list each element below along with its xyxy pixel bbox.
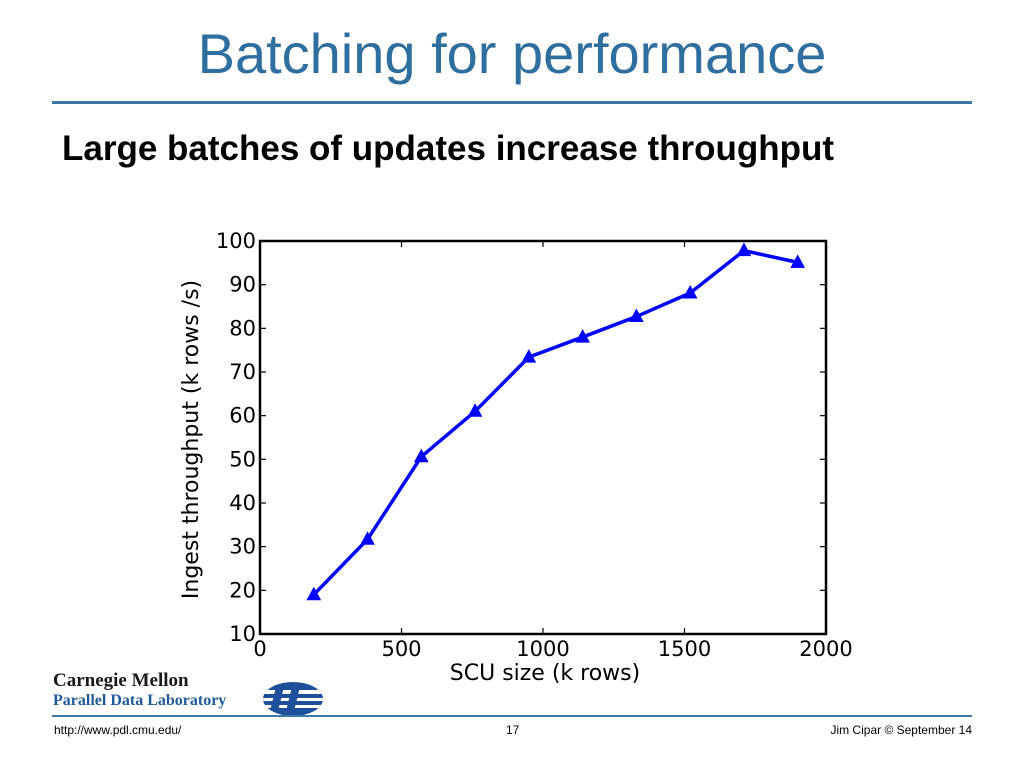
y-tick-label: 30 (229, 535, 256, 559)
footer-url: http://www.pdl.cmu.edu/ (54, 723, 182, 737)
y-tick-label: 80 (229, 316, 256, 340)
series-line (312, 248, 799, 596)
data-point-marker (629, 308, 644, 323)
y-tick-label: 100 (216, 229, 256, 253)
footer-divider (52, 715, 972, 717)
y-tick-label: 10 (229, 622, 256, 646)
x-tick-label: 1500 (658, 637, 711, 661)
y-tick-label: 90 (229, 273, 256, 297)
x-tick-label: 1000 (516, 637, 569, 661)
y-tick-label: 70 (229, 360, 256, 384)
page-number: 17 (506, 723, 520, 737)
y-tick-label: 40 (229, 491, 256, 515)
slide-subtitle: Large batches of updates increase throug… (62, 129, 835, 168)
data-point-marker (575, 329, 590, 343)
data-point-marker (306, 586, 322, 601)
cmu-logo-text: Carnegie Mellon (53, 670, 189, 691)
data-point-marker (360, 531, 375, 545)
y-tick-label: 50 (229, 447, 256, 471)
x-tick-label: 500 (381, 637, 421, 661)
pdl-logo-text: Parallel Data Laboratory (53, 692, 227, 709)
y-axis-label: Ingest throughput (k rows /s) (179, 280, 204, 599)
data-point-marker (682, 284, 698, 299)
x-tick-label: 0 (253, 637, 266, 661)
footer-author: Jim Cipar © September 14 (830, 723, 972, 737)
data-point-marker (467, 403, 483, 417)
y-tick-label: 20 (229, 578, 256, 602)
slide-title: Batching for performance (197, 22, 827, 85)
y-tick-label: 60 (229, 404, 256, 428)
data-point-marker (521, 349, 537, 363)
data-point-marker (790, 254, 806, 268)
x-axis-label: SCU size (k rows) (450, 661, 640, 686)
data-point-marker (736, 242, 752, 257)
hp-logo-icon (263, 682, 323, 716)
plot-frame (258, 239, 828, 636)
title-divider (52, 101, 972, 104)
data-point-marker (413, 448, 429, 463)
x-tick-label: 2000 (799, 637, 852, 661)
